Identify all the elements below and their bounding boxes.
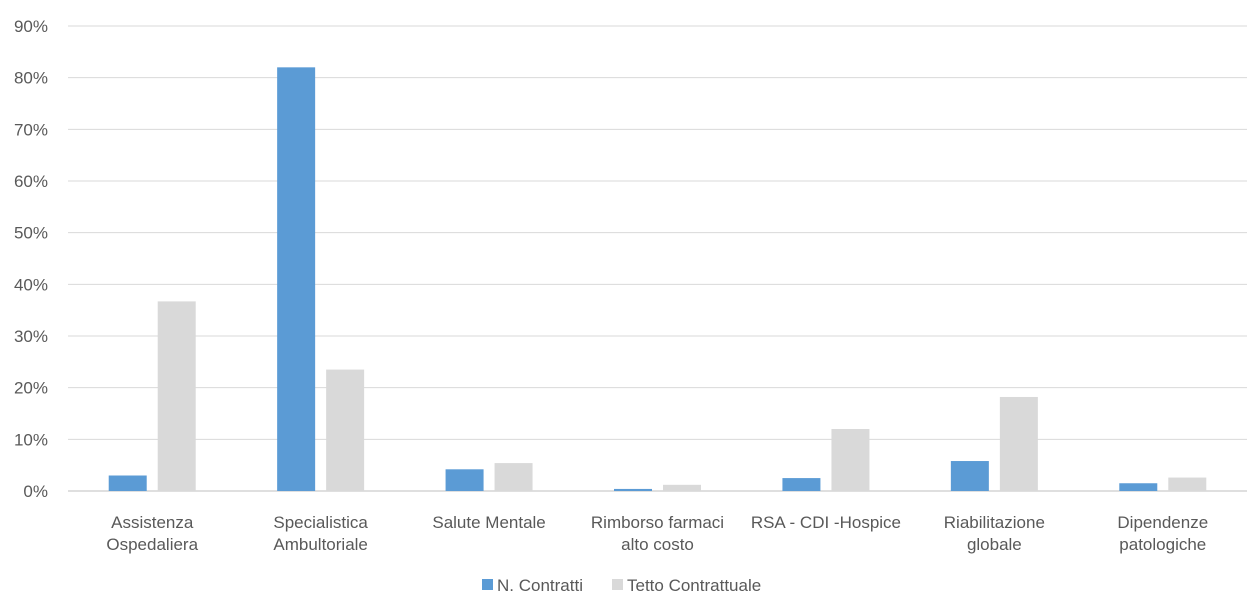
bar-n-contratti	[108, 475, 147, 491]
x-category-label: Salute Mentale	[432, 513, 545, 532]
bar-n-contratti	[614, 488, 652, 491]
legend-swatch	[612, 579, 623, 590]
x-category-label-line: Riabilitazione	[944, 513, 1045, 532]
bar-tetto-contrattuale	[494, 463, 533, 491]
x-category-label-line: Rimborso farmaci	[591, 513, 724, 532]
y-tick-label: 50%	[14, 224, 48, 243]
y-tick-label: 70%	[14, 120, 48, 139]
bar-tetto-contrattuale	[157, 301, 196, 491]
x-category-label-line: globale	[967, 535, 1022, 554]
x-category-label-line: Ospedaliera	[106, 535, 198, 554]
x-category-label: Specialistica Ambultoriale	[273, 513, 368, 554]
bar-tetto-contrattuale	[1168, 477, 1207, 491]
y-axis-ticks: 0% 10% 20% 30% 40% 50% 60% 70% 80% 90%	[14, 17, 48, 501]
bar-n-contratti	[277, 67, 316, 491]
x-category-label-line: patologiche	[1119, 535, 1206, 554]
x-category-label-line: Assistenza	[111, 513, 194, 532]
x-category-label-line: Ambultoriale	[273, 535, 368, 554]
y-tick-label: 10%	[14, 430, 48, 449]
x-category-label-line: Dipendenze	[1117, 513, 1208, 532]
y-tick-label: 80%	[14, 69, 48, 88]
legend-label: N. Contratti	[497, 576, 583, 595]
x-category-label-line: Salute Mentale	[432, 513, 545, 532]
bars	[108, 67, 1207, 491]
y-tick-label: 30%	[14, 327, 48, 346]
y-tick-label: 60%	[14, 172, 48, 191]
y-tick-label: 90%	[14, 17, 48, 36]
bar-n-contratti	[445, 469, 484, 491]
bar-n-contratti	[1119, 483, 1158, 491]
x-category-label-line: RSA - CDI -Hospice	[751, 513, 901, 532]
legend-swatch	[482, 579, 493, 590]
x-category-label-line: Specialistica	[273, 513, 368, 532]
x-category-label: Riabilitazione globale	[944, 513, 1045, 554]
y-tick-label: 0%	[23, 482, 48, 501]
bar-n-contratti	[950, 461, 989, 491]
bar-tetto-contrattuale	[663, 484, 701, 491]
legend: N. Contratti Tetto Contrattuale	[482, 576, 761, 595]
bar-tetto-contrattuale	[999, 396, 1038, 491]
legend-label: Tetto Contrattuale	[627, 576, 761, 595]
x-category-label: RSA - CDI -Hospice	[751, 513, 901, 532]
x-category-label-line: alto costo	[621, 535, 694, 554]
x-category-label: Rimborso farmaci alto costo	[591, 513, 724, 554]
y-tick-label: 40%	[14, 275, 48, 294]
y-tick-label: 20%	[14, 379, 48, 398]
bar-tetto-contrattuale	[326, 369, 365, 491]
x-axis-labels: Assistenza Ospedaliera Specialistica Ambult…	[106, 513, 1208, 554]
gridlines	[68, 25, 1247, 492]
x-category-label: Dipendenze patologiche	[1117, 513, 1208, 554]
bar-n-contratti	[782, 478, 821, 491]
bar-tetto-contrattuale	[831, 429, 870, 491]
x-category-label: Assistenza Ospedaliera	[106, 513, 198, 554]
